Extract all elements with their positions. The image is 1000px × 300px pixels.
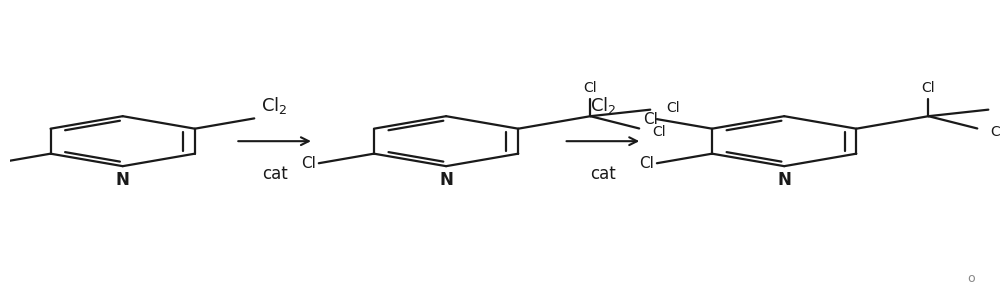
- Text: Cl$_2$: Cl$_2$: [590, 95, 616, 116]
- Text: N: N: [116, 171, 130, 189]
- Text: Cl: Cl: [922, 81, 935, 95]
- Text: Cl: Cl: [990, 125, 1000, 139]
- Text: Cl: Cl: [666, 101, 680, 115]
- Text: cat: cat: [590, 164, 616, 182]
- Text: Cl: Cl: [643, 112, 658, 127]
- Text: Cl: Cl: [639, 156, 654, 171]
- Text: cat: cat: [262, 164, 287, 182]
- Text: Cl$_2$: Cl$_2$: [261, 95, 288, 116]
- Text: N: N: [439, 171, 453, 189]
- Text: Cl: Cl: [301, 156, 316, 171]
- Text: Cl: Cl: [652, 125, 666, 139]
- Text: Cl: Cl: [584, 81, 597, 95]
- Text: N: N: [777, 171, 791, 189]
- Text: o: o: [968, 272, 975, 285]
